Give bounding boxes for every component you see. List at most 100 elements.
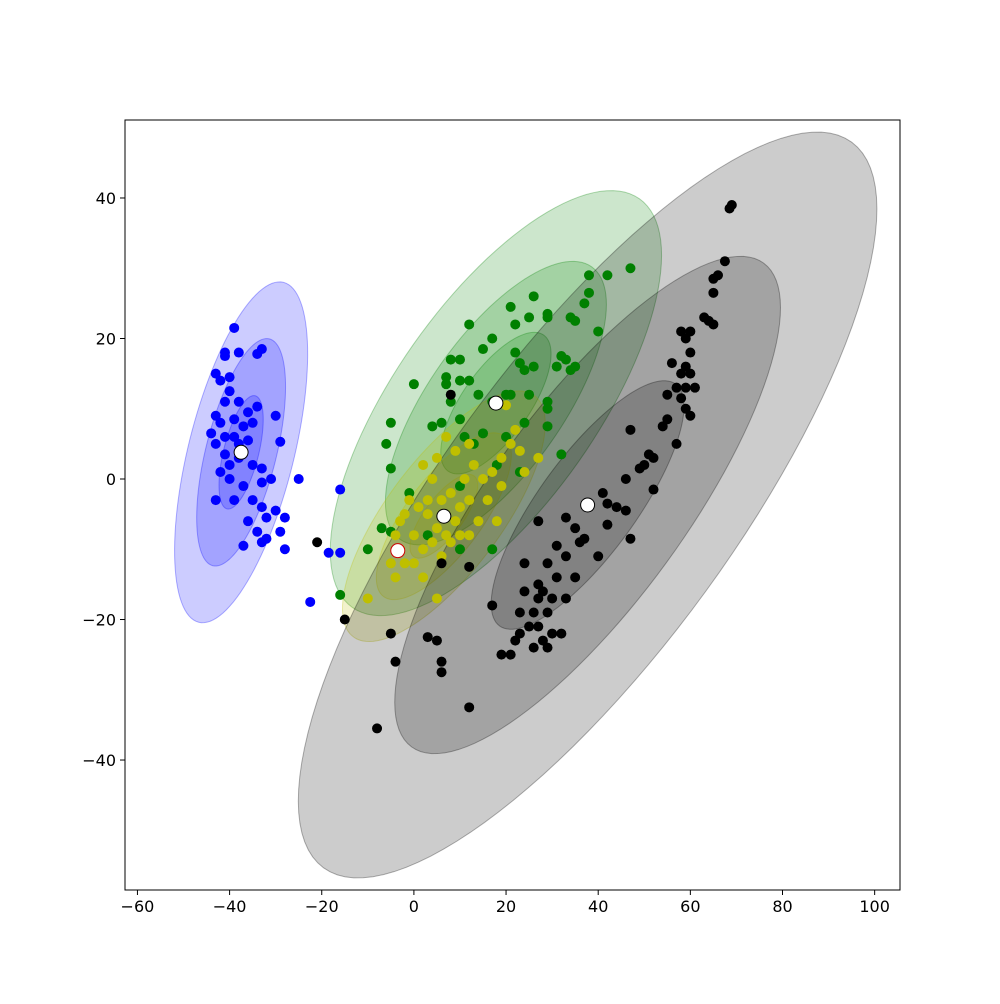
x-tick-label: −60 xyxy=(121,897,155,916)
point xyxy=(427,421,438,432)
point xyxy=(491,516,502,527)
point xyxy=(464,319,475,330)
point xyxy=(436,417,447,428)
point xyxy=(404,495,415,506)
point xyxy=(505,389,516,400)
point xyxy=(602,498,613,509)
point xyxy=(583,287,594,298)
point xyxy=(229,495,240,506)
point xyxy=(570,523,581,534)
point xyxy=(542,558,553,569)
point xyxy=(459,474,470,485)
point xyxy=(454,414,465,425)
point xyxy=(519,466,530,477)
point xyxy=(219,347,230,358)
point xyxy=(454,375,465,386)
point xyxy=(570,361,581,372)
point xyxy=(708,287,719,298)
point xyxy=(381,438,392,449)
point xyxy=(441,379,452,390)
point xyxy=(676,368,687,379)
point xyxy=(496,452,507,463)
point xyxy=(404,488,415,499)
point xyxy=(519,417,530,428)
point xyxy=(620,505,631,516)
point xyxy=(505,438,516,449)
point xyxy=(579,533,590,544)
point xyxy=(514,445,525,456)
point xyxy=(464,438,475,449)
point xyxy=(496,481,507,492)
point xyxy=(671,382,682,393)
point xyxy=(312,537,323,548)
point xyxy=(625,263,636,274)
point xyxy=(496,649,507,660)
point xyxy=(556,449,567,460)
point xyxy=(533,516,544,527)
point xyxy=(579,298,590,309)
point xyxy=(478,474,489,485)
point xyxy=(362,593,373,604)
point xyxy=(219,396,230,407)
point xyxy=(510,347,521,358)
point xyxy=(542,396,553,407)
point xyxy=(528,291,539,302)
point xyxy=(399,558,410,569)
point xyxy=(570,315,581,326)
point xyxy=(719,256,730,267)
point xyxy=(399,509,410,520)
point xyxy=(560,512,571,523)
point xyxy=(454,544,465,555)
point xyxy=(482,495,493,506)
point xyxy=(464,530,475,541)
point xyxy=(510,319,521,330)
point xyxy=(390,656,401,667)
point xyxy=(431,523,442,534)
point xyxy=(436,495,447,506)
point xyxy=(219,431,230,442)
point xyxy=(215,375,226,386)
point xyxy=(542,642,553,653)
point xyxy=(206,428,217,439)
point xyxy=(408,379,419,390)
point xyxy=(247,459,258,470)
point xyxy=(648,484,659,495)
point xyxy=(422,509,433,520)
point xyxy=(468,459,479,470)
point xyxy=(427,537,438,548)
point xyxy=(524,621,535,632)
x-tick-label: 40 xyxy=(588,897,608,916)
point xyxy=(436,667,447,678)
point xyxy=(560,593,571,604)
point xyxy=(560,551,571,562)
point xyxy=(270,505,281,516)
point xyxy=(666,358,677,369)
point xyxy=(593,326,604,337)
point xyxy=(454,502,465,513)
point xyxy=(436,558,447,569)
x-tick-label: −20 xyxy=(305,897,339,916)
point xyxy=(464,375,475,386)
point xyxy=(478,428,489,439)
point xyxy=(266,474,277,485)
point xyxy=(427,474,438,485)
point xyxy=(408,558,419,569)
point xyxy=(445,537,456,548)
point xyxy=(519,365,530,376)
point xyxy=(454,530,465,541)
point xyxy=(256,463,267,474)
point xyxy=(519,558,530,569)
point xyxy=(551,572,562,583)
point xyxy=(256,537,267,548)
center-marker xyxy=(436,508,452,524)
point xyxy=(233,396,244,407)
x-tick-label: 20 xyxy=(496,897,516,916)
point xyxy=(487,544,498,555)
point xyxy=(385,417,396,428)
x-tick-label: 80 xyxy=(772,897,792,916)
point xyxy=(464,495,475,506)
point xyxy=(533,452,544,463)
point xyxy=(464,561,475,572)
point xyxy=(372,723,383,734)
